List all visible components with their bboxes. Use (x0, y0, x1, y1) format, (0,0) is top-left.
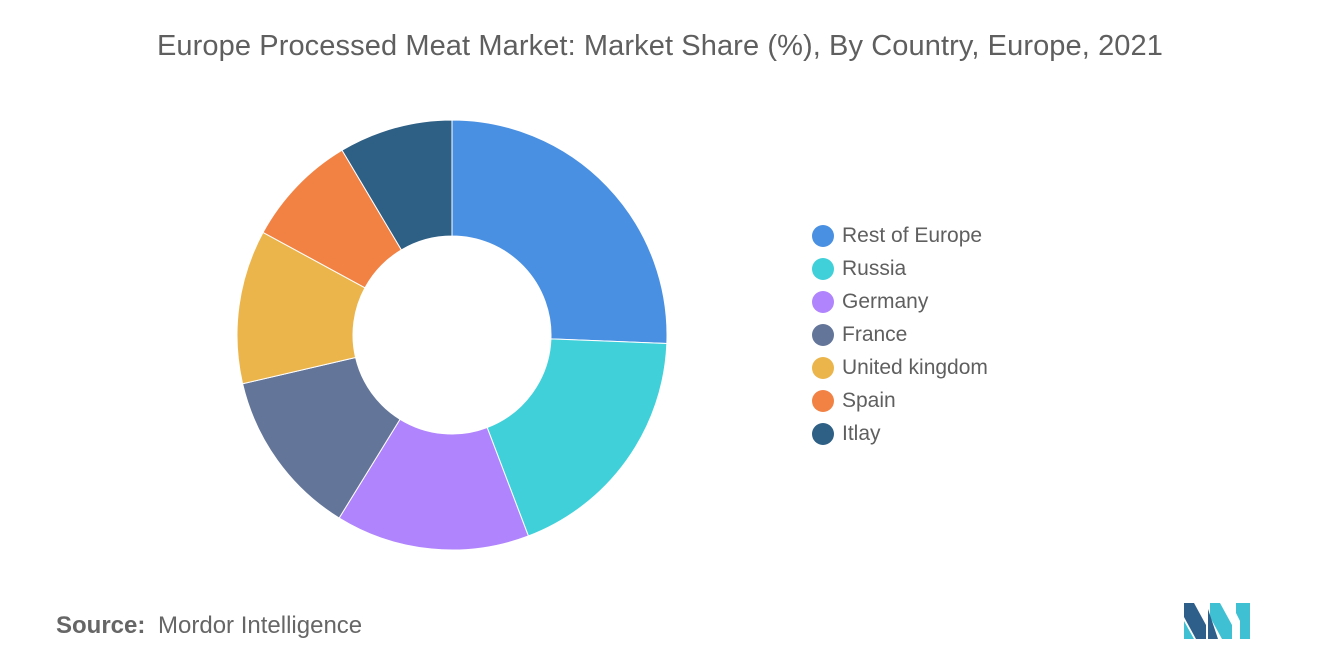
legend-label: United kingdom (842, 355, 988, 379)
legend-item-spain: Spain (812, 384, 988, 417)
legend-item-germany: Germany (812, 285, 988, 318)
legend-item-itlay: Itlay (812, 417, 988, 450)
slice-germany (338, 418, 530, 551)
legend-label: Russia (842, 256, 907, 280)
legend-item-france: France (812, 318, 988, 351)
legend-swatch (812, 290, 834, 313)
chart-legend: Rest of Europe Russia Germany France United … (812, 219, 988, 450)
donut-chart (236, 119, 668, 551)
legend-swatch (812, 257, 834, 280)
legend-item-rest-of-europe: Rest of Europe (812, 219, 988, 252)
slice-russia (486, 338, 668, 537)
legend-swatch (812, 356, 834, 379)
legend-swatch (812, 422, 834, 445)
source-label: Source: (56, 612, 146, 639)
mordor-intelligence-logo-icon (1184, 603, 1250, 639)
source-note: Source: Mordor Intelligence (56, 612, 362, 640)
source-text: Mordor Intelligence (158, 612, 363, 639)
legend-label: Germany (842, 289, 929, 313)
legend-label: Spain (842, 388, 896, 412)
legend-label: Itlay (842, 421, 881, 445)
legend-item-united-kingdom: United kingdom (812, 351, 988, 384)
slice-rest-of-europe (451, 119, 668, 345)
legend-label: Rest of Europe (842, 223, 983, 247)
legend-swatch (812, 323, 834, 346)
legend-swatch (812, 389, 834, 412)
chart-title: Europe Processed Meat Market: Market Sha… (156, 30, 1163, 62)
legend-label: France (842, 322, 908, 346)
slice-itlay (341, 119, 453, 251)
legend-swatch (812, 224, 834, 247)
legend-item-russia: Russia (812, 252, 988, 285)
donut-slices (236, 119, 668, 551)
